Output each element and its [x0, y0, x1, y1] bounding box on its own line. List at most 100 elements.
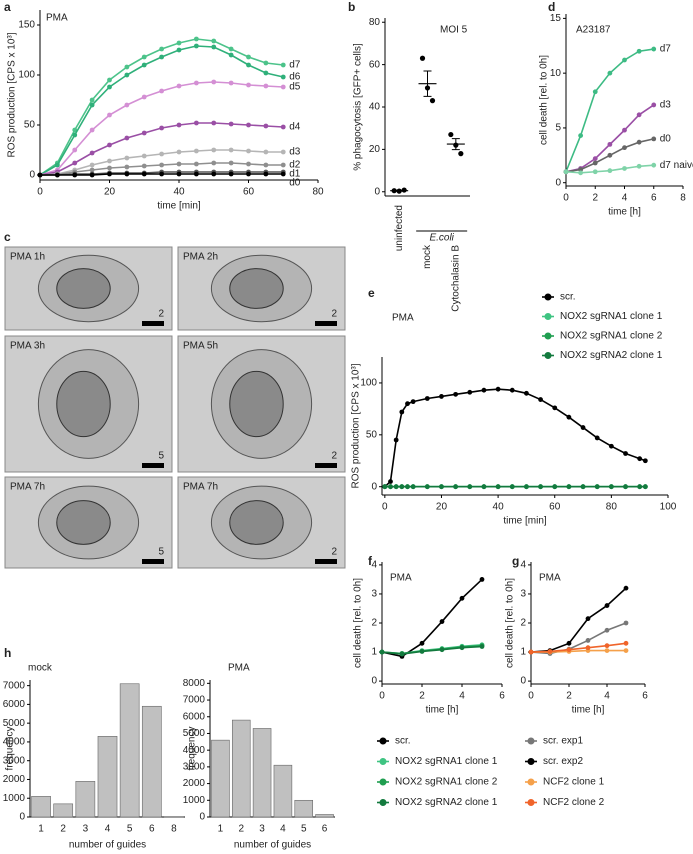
data-point — [604, 648, 610, 653]
data-point — [89, 172, 95, 178]
data-point — [159, 54, 165, 60]
legend-label: scr. exp2 — [543, 756, 583, 767]
data-point — [263, 171, 269, 177]
legend-marker — [379, 799, 387, 806]
y-tick-label: 0 — [371, 676, 377, 687]
data-point — [594, 484, 600, 490]
data-point — [176, 47, 182, 53]
data-point — [509, 387, 515, 393]
data-point — [211, 147, 217, 153]
data-point — [107, 84, 112, 90]
bar — [252, 728, 272, 818]
data-point — [405, 484, 410, 490]
legend-marker — [527, 778, 535, 786]
data-point — [563, 169, 569, 175]
data-point — [159, 162, 165, 168]
data-point — [263, 149, 269, 155]
error-bar — [423, 70, 432, 97]
y-tick-label: 60 — [369, 59, 381, 70]
scale-bar — [315, 463, 337, 468]
panel-label: e — [368, 286, 375, 300]
data-point — [379, 649, 385, 655]
bar — [273, 764, 293, 818]
data-point — [607, 152, 613, 158]
data-point — [193, 161, 199, 167]
data-point — [467, 484, 473, 490]
y-tick-label: 0 — [199, 812, 205, 823]
data-point — [388, 484, 393, 490]
bar — [141, 705, 162, 818]
y-tick-label: 100 — [360, 378, 377, 389]
data-point — [623, 451, 628, 456]
data-point — [72, 147, 78, 153]
y-tick-label: 15 — [550, 13, 562, 24]
error-bar — [451, 138, 460, 151]
data-point — [72, 160, 78, 166]
scale-label: 2 — [331, 547, 337, 558]
series-label: d5 — [289, 82, 301, 93]
y-tick-label: 5 — [555, 123, 561, 134]
x-tick-label: 2 — [238, 824, 244, 835]
x-tick-label: 40 — [493, 502, 505, 513]
data-point — [228, 160, 234, 166]
series-line — [530, 587, 627, 653]
series-label: d3 — [289, 147, 301, 158]
series-line — [530, 642, 627, 653]
data-point — [176, 171, 182, 177]
y-tick-label: 0 — [29, 170, 35, 181]
legend-marker — [527, 799, 535, 806]
y-tick-label: 3 — [520, 589, 526, 600]
data-point — [72, 172, 78, 178]
data-point — [509, 484, 515, 490]
data-point — [636, 112, 642, 118]
micrograph-label: PMA 1h — [10, 252, 45, 263]
y-tick-label: 3000 — [183, 762, 206, 773]
legend-label: NCF2 clone 2 — [543, 797, 605, 808]
legend-marker — [379, 737, 387, 745]
legend-label: NOX2 sgRNA2 clone 1 — [560, 350, 663, 361]
x-tick-label: 60 — [243, 187, 255, 198]
data-point — [72, 132, 78, 138]
scale-bar — [142, 463, 164, 468]
data-point — [566, 414, 572, 420]
x-tick-label: 4 — [105, 824, 111, 835]
data-point — [585, 616, 591, 622]
x-axis-label: time [h] — [572, 705, 605, 716]
y-tick-label: 100 — [18, 70, 35, 81]
y-axis-label: cell death [rel. to 0h] — [539, 55, 550, 145]
y-tick-label: 4 — [520, 560, 526, 571]
data-point — [124, 72, 130, 78]
y-tick-label: 0 — [555, 177, 561, 188]
data-point — [263, 83, 269, 89]
series-line — [384, 388, 646, 488]
x-tick-label: 80 — [312, 187, 324, 198]
y-axis-label: ROS production [CPS x 10³] — [7, 32, 18, 157]
x-tick-label: 0 — [379, 691, 385, 702]
legend-marker — [379, 778, 387, 786]
y-tick-label: 80 — [369, 17, 381, 28]
chart-title: mock — [28, 663, 53, 674]
data-point — [566, 647, 572, 653]
data-point — [642, 458, 648, 464]
data-point — [280, 162, 286, 168]
scale-label: 5 — [158, 547, 164, 558]
data-point — [393, 437, 399, 443]
data-point — [89, 102, 95, 108]
data-point — [439, 647, 445, 653]
x-tick-label: 1 — [38, 824, 44, 835]
y-tick-label: 7000 — [3, 680, 26, 691]
chart-title: PMA — [46, 13, 68, 24]
bar — [231, 719, 251, 818]
bar — [75, 781, 96, 818]
legend-label: NOX2 sgRNA1 clone 2 — [560, 331, 663, 342]
legend-label: scr. — [395, 736, 411, 747]
x-tick-label: 80 — [606, 502, 618, 513]
data-point — [538, 484, 543, 490]
data-point — [623, 484, 628, 490]
series-label: d7 — [289, 60, 301, 71]
data-point — [228, 147, 234, 153]
data-point — [107, 158, 112, 164]
series-label: d6 — [289, 72, 301, 83]
data-point — [124, 135, 130, 141]
data-point — [246, 122, 251, 128]
